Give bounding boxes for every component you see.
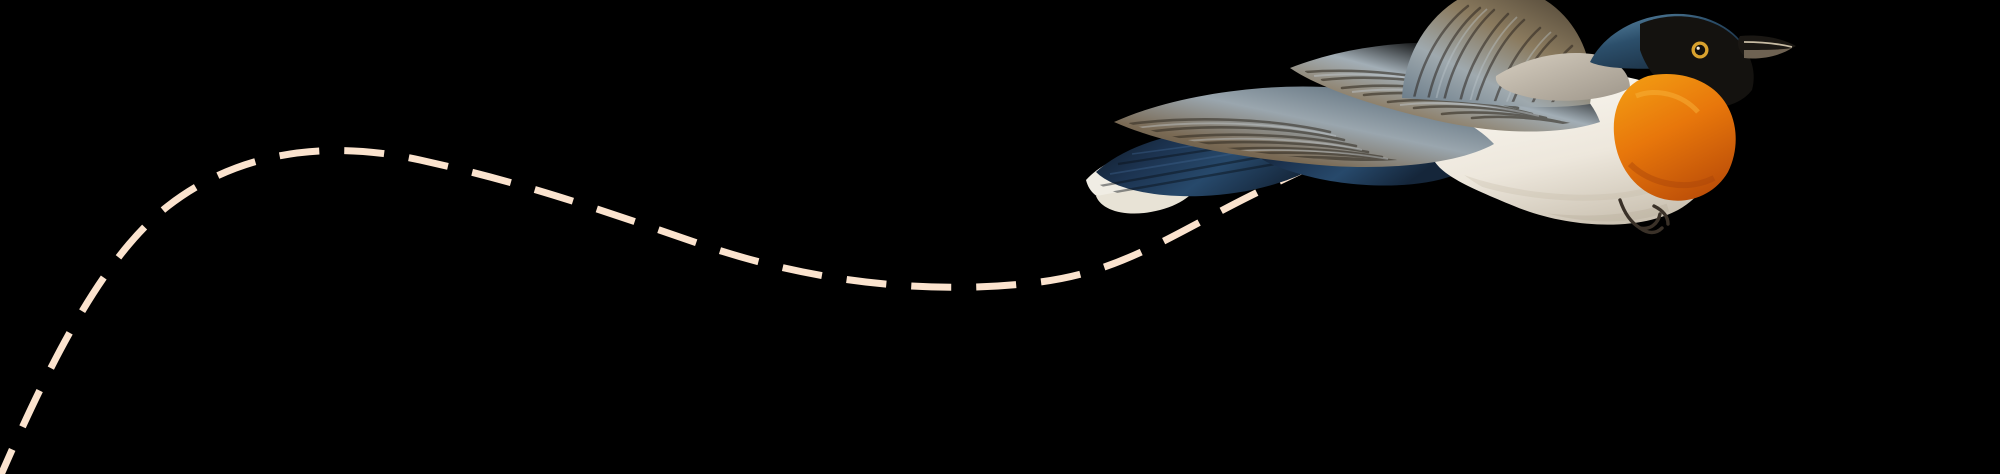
throat-breast [1613, 74, 1736, 201]
eye-pupil [1694, 44, 1706, 56]
bird-figure [1086, 0, 1796, 235]
eye-glint [1696, 46, 1700, 50]
throat [1613, 74, 1736, 201]
dashed-flight-path [0, 147, 1334, 474]
beak-lower [1744, 48, 1792, 59]
throat-shadow [1627, 161, 1716, 188]
nape-patch [1495, 52, 1630, 101]
throat-highlight [1635, 90, 1700, 114]
feet [1618, 198, 1670, 235]
beak-highlight [1743, 41, 1793, 48]
